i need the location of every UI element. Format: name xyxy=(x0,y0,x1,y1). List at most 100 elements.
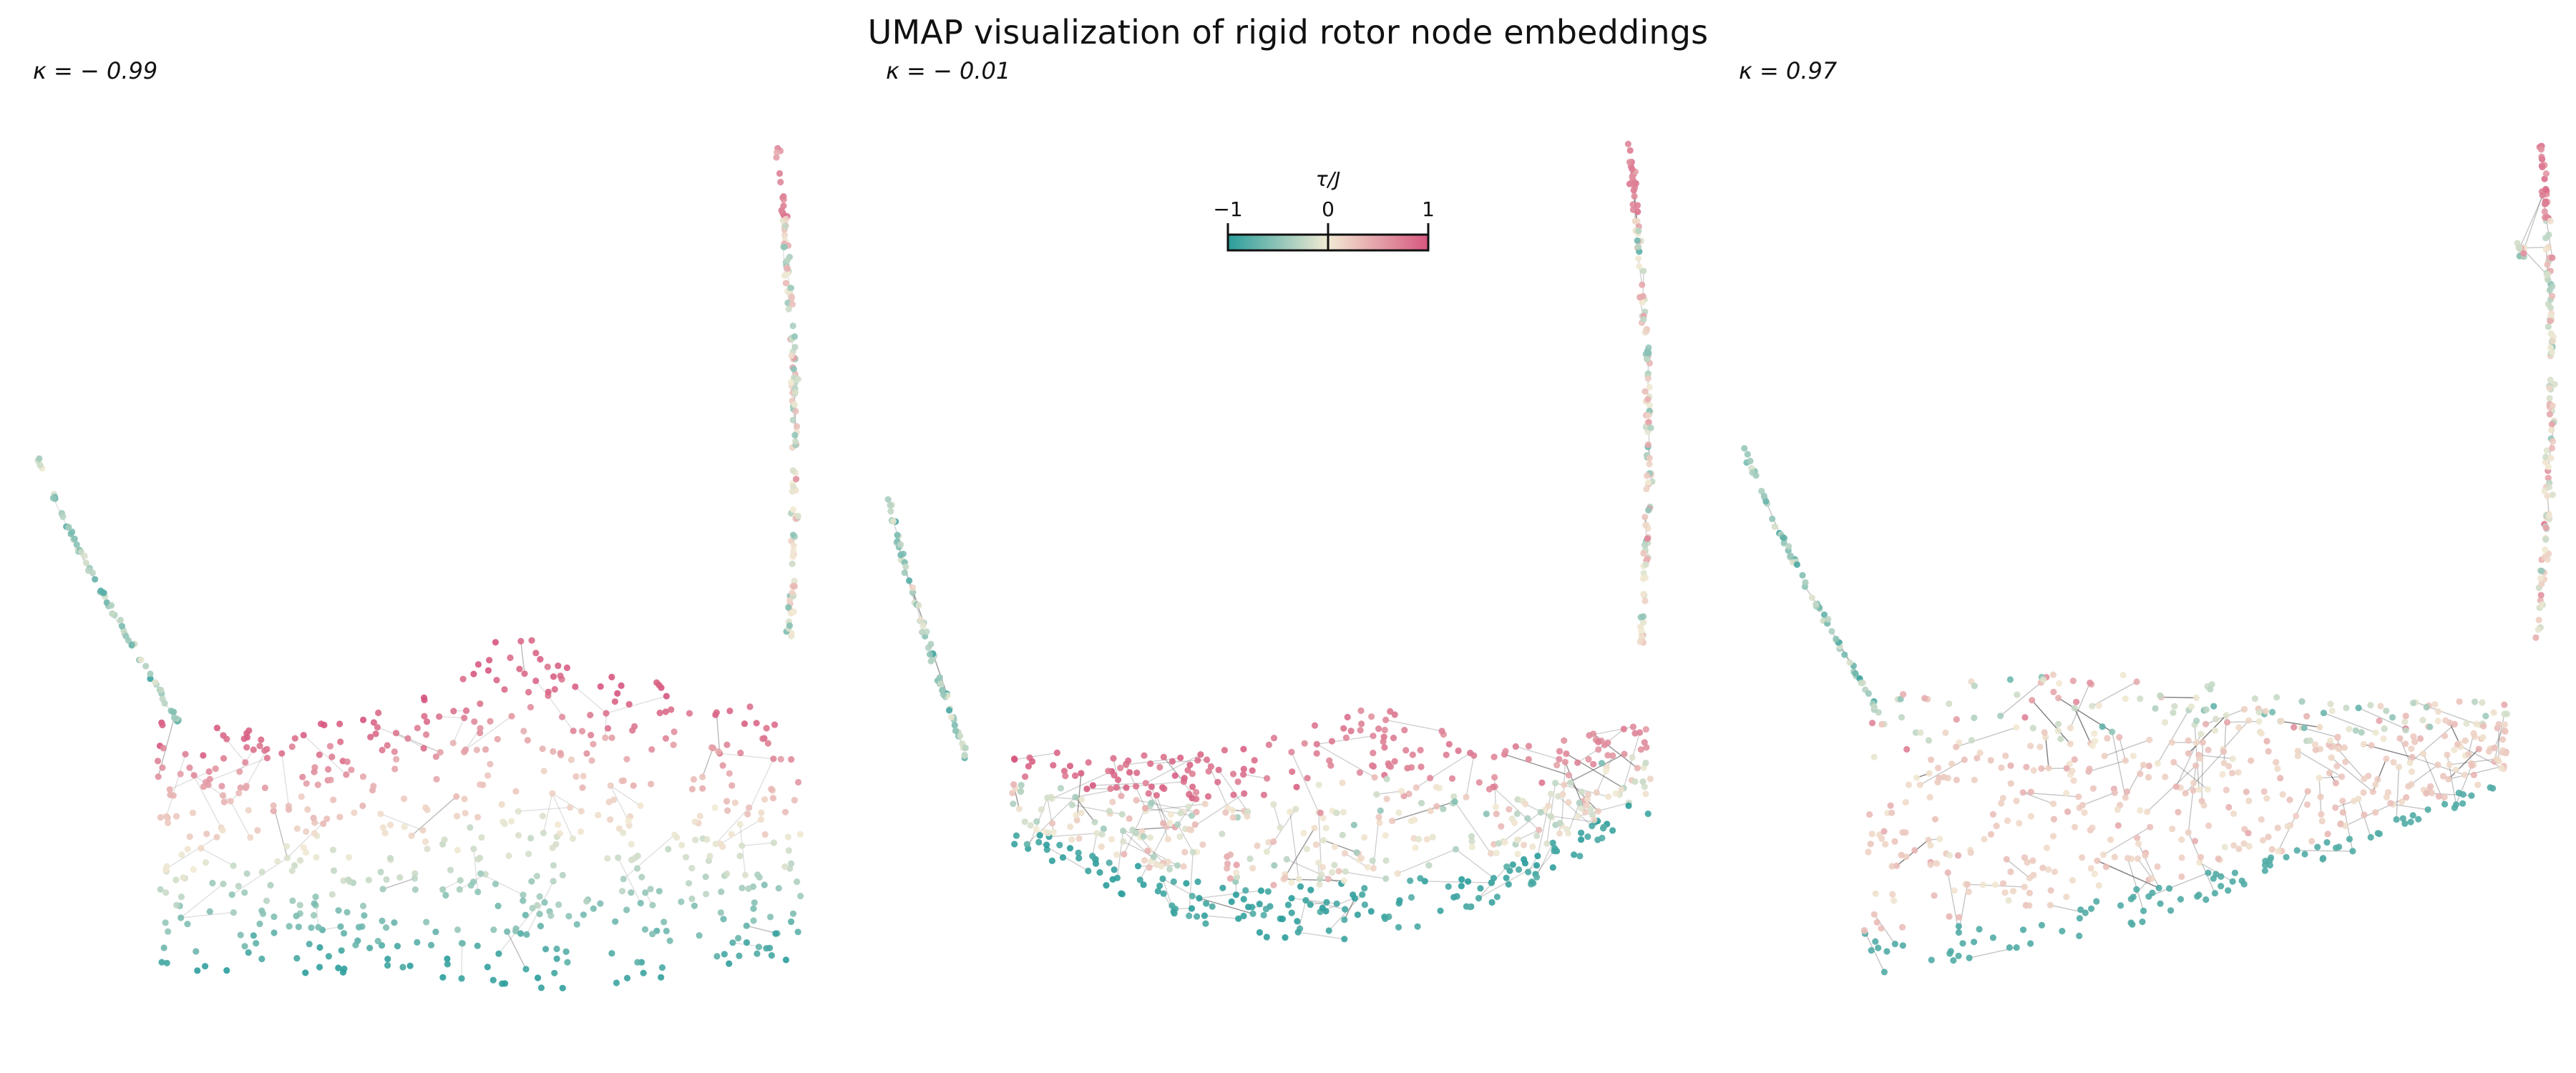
node-point xyxy=(170,714,178,721)
node-point xyxy=(189,809,197,816)
node-point xyxy=(1589,823,1596,830)
node-point xyxy=(306,941,313,948)
node-point xyxy=(2409,753,2416,761)
node-point xyxy=(493,677,500,684)
node-point xyxy=(454,846,462,854)
node-point xyxy=(794,376,801,383)
node-point xyxy=(399,964,406,971)
node-point xyxy=(1293,783,1300,790)
node-point xyxy=(482,746,489,753)
node-point xyxy=(2197,755,2204,762)
node-point xyxy=(2137,770,2144,778)
node-point xyxy=(2091,730,2098,738)
node-point xyxy=(1631,217,1639,225)
node-point xyxy=(1946,913,1953,920)
node-point xyxy=(155,773,162,780)
node-point xyxy=(278,750,286,757)
node-point xyxy=(1629,173,1636,180)
node-point xyxy=(2067,740,2074,748)
node-point xyxy=(2383,707,2390,715)
node-point xyxy=(157,687,165,694)
node-point xyxy=(1645,344,1652,351)
node-point xyxy=(2360,740,2367,748)
node-point xyxy=(1574,813,1581,820)
node-point xyxy=(1998,764,2005,771)
node-point xyxy=(406,962,414,969)
node-point xyxy=(796,831,804,838)
node-point xyxy=(2196,859,2203,866)
node-point xyxy=(2534,626,2542,633)
node-point xyxy=(2170,709,2177,716)
node-point xyxy=(541,898,548,906)
node-point xyxy=(634,853,641,860)
node-point xyxy=(723,741,731,748)
node-point xyxy=(474,813,482,820)
node-point xyxy=(2537,592,2545,599)
node-point xyxy=(1525,755,1532,763)
node-point xyxy=(736,853,743,860)
node-point xyxy=(2451,720,2458,728)
node-point xyxy=(1066,845,1074,852)
node-point xyxy=(1251,757,1258,764)
node-point xyxy=(361,912,368,919)
node-point xyxy=(2542,546,2549,553)
node-point xyxy=(668,706,675,713)
node-point xyxy=(782,956,790,964)
node-point xyxy=(562,948,570,955)
node-point xyxy=(1335,868,1342,875)
node-point xyxy=(2258,730,2265,737)
node-point xyxy=(2423,704,2430,711)
node-point xyxy=(1229,807,1236,814)
node-point xyxy=(1013,832,1020,839)
node-point xyxy=(1552,780,1559,787)
node-point xyxy=(2406,759,2414,766)
node-point xyxy=(1771,523,1778,530)
node-point xyxy=(2337,820,2344,828)
node-point xyxy=(1598,760,1606,767)
node-point xyxy=(2122,794,2129,801)
node-point xyxy=(1297,883,1304,890)
node-point xyxy=(2419,717,2426,724)
node-point xyxy=(501,686,508,693)
node-point xyxy=(613,979,620,986)
node-point xyxy=(2111,789,2118,796)
node-point xyxy=(2293,813,2300,820)
node-point xyxy=(2197,853,2205,861)
node-point xyxy=(2541,554,2548,561)
node-point xyxy=(1140,833,1147,840)
node-point xyxy=(1942,729,1949,736)
node-point xyxy=(947,714,955,721)
node-point xyxy=(2502,728,2509,735)
node-point xyxy=(1158,863,1165,870)
node-point xyxy=(781,863,789,871)
node-point xyxy=(1953,776,1960,783)
node-point xyxy=(2420,750,2427,758)
node-point xyxy=(2547,376,2554,383)
node-point xyxy=(1412,844,1419,851)
node-point xyxy=(1409,751,1416,758)
node-point xyxy=(250,746,257,753)
node-point xyxy=(2202,896,2210,903)
node-point xyxy=(1645,506,1652,514)
node-point xyxy=(1174,862,1181,869)
node-point xyxy=(726,707,733,715)
node-point xyxy=(2133,678,2140,685)
node-point xyxy=(261,784,268,791)
node-point xyxy=(379,917,386,924)
node-point xyxy=(316,964,323,971)
node-point xyxy=(1125,757,1132,765)
node-point xyxy=(260,910,267,917)
node-point xyxy=(2498,765,2505,772)
node-point xyxy=(2109,728,2116,735)
node-point xyxy=(2335,745,2342,753)
node-point xyxy=(1270,881,1277,888)
node-point xyxy=(178,851,185,858)
node-point xyxy=(2286,796,2293,803)
node-point xyxy=(1858,680,1865,687)
node-point xyxy=(1498,823,1505,830)
node-point xyxy=(2501,701,2508,708)
node-point xyxy=(2230,842,2238,849)
node-point xyxy=(791,582,798,590)
node-point xyxy=(2535,617,2542,624)
node-point xyxy=(1318,871,1325,878)
